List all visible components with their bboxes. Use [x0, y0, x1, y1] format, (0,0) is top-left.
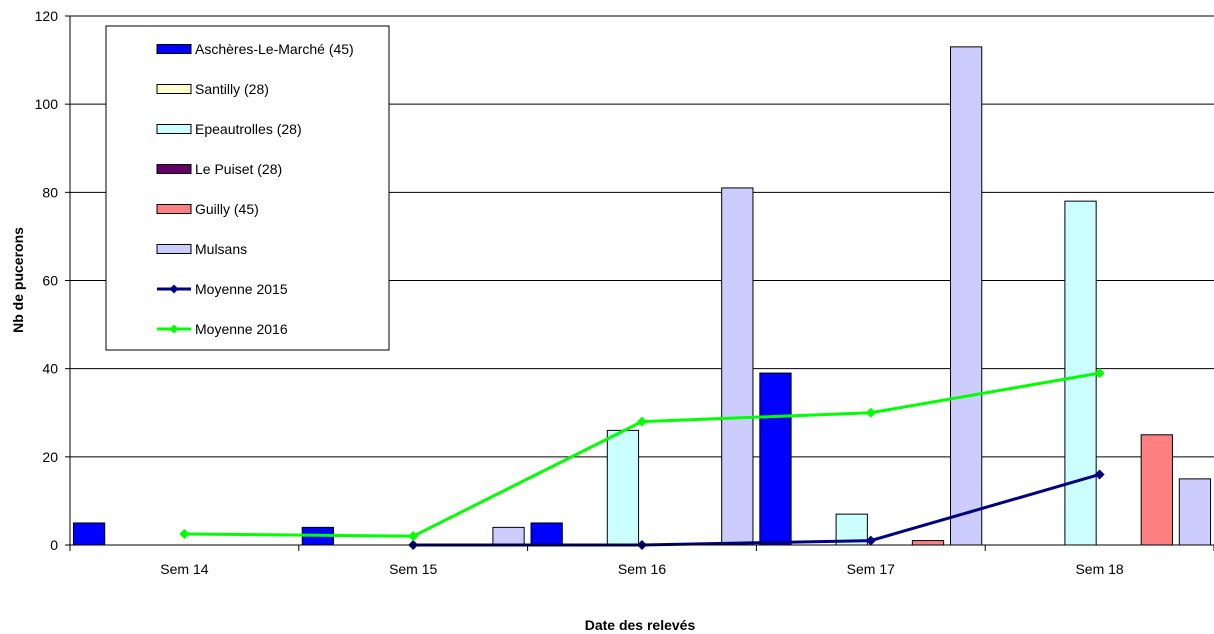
line-point	[408, 531, 419, 542]
x-axis-title: Date des relevés	[585, 617, 696, 633]
x-tick-label: Sem 18	[1075, 561, 1123, 577]
bar	[530, 522, 563, 546]
legend-label: Mulsans	[195, 241, 247, 257]
legend-swatch	[156, 164, 192, 174]
line-point	[865, 407, 876, 418]
legend-box	[105, 25, 390, 351]
legend-label: Le Puiset (28)	[195, 161, 282, 177]
line-point	[865, 535, 876, 546]
y-tick-label: 120	[35, 8, 59, 24]
x-tick-label: Sem 16	[618, 561, 666, 577]
legend-swatch	[156, 84, 192, 94]
legend-label: Epeautrolles (28)	[195, 121, 302, 137]
bar	[911, 540, 945, 546]
legend-label: Moyenne 2016	[195, 321, 288, 337]
bar	[759, 372, 792, 546]
legend-label: Santilly (28)	[195, 81, 269, 97]
y-axis-title: Nb de pucerons	[10, 227, 26, 333]
line-point	[1094, 368, 1105, 379]
bar	[721, 187, 754, 546]
y-tick-label: 100	[35, 96, 59, 112]
tick-labels: 0 20 40 60 80 100 120 Sem 14 Sem 15 Sem 16 Sem 17 S…	[35, 8, 1124, 577]
y-tick-label: 20	[42, 449, 58, 465]
y-tick-label: 60	[42, 273, 58, 289]
legend-label: Moyenne 2015	[195, 281, 288, 297]
legend-swatch	[156, 44, 192, 54]
legend-swatch	[156, 204, 192, 214]
legend-marker	[169, 284, 179, 294]
y-tick-label: 40	[42, 361, 58, 377]
bar	[1140, 434, 1173, 546]
bar	[949, 46, 983, 546]
bar	[492, 526, 525, 546]
x-tick-label: Sem 15	[389, 561, 437, 577]
bar	[1178, 478, 1212, 546]
bar	[606, 429, 640, 546]
legend-marker	[169, 324, 179, 334]
legend-label: Guilly (45)	[195, 201, 259, 217]
bar	[72, 522, 106, 546]
x-tick-label: Sem 14	[160, 561, 208, 577]
legend: Aschères-Le-Marché (45) Santilly (28) Epea…	[105, 25, 390, 351]
line-point	[1094, 469, 1105, 480]
axes	[65, 15, 1214, 551]
line-point	[179, 528, 190, 539]
y-tick-label: 0	[50, 537, 58, 553]
legend-swatch	[156, 244, 192, 254]
y-tick-label: 80	[42, 184, 58, 200]
line-point	[637, 416, 647, 427]
x-tick-label: Sem 17	[847, 561, 895, 577]
legend-label: Aschères-Le-Marché (45)	[195, 41, 354, 57]
legend-swatch	[156, 124, 192, 134]
